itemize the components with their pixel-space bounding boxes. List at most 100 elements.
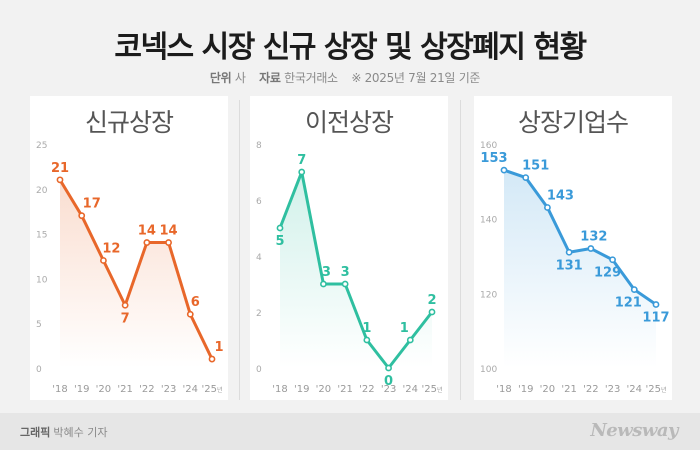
chart-svg: 0 2 4 6 8 5 7 3 3 1 0 1 2 '18 '19 '20 '21 '22 '23 '24'25년: [256, 141, 443, 395]
area-fill: [504, 170, 656, 368]
data-point: [165, 239, 172, 246]
data-label: 6: [191, 295, 200, 310]
y-tick-label: 10: [36, 275, 48, 285]
x-tick-label: '25년: [201, 384, 222, 395]
year-suffix: 년: [217, 386, 223, 394]
x-tick-label: '22: [139, 384, 154, 395]
data-label: 3: [322, 265, 331, 280]
page-title: 코넥스 시장 신규 상장 및 상장폐지 현황: [114, 30, 587, 65]
series-line: [278, 170, 434, 370]
data-point: [341, 280, 349, 288]
chart-panel-new-listings: 신규상장 0 5 10 15 20 25 21 17 12 7 14 14 6 1 '18 '19 '20 '21…: [30, 96, 228, 400]
y-tick-label: 20: [36, 186, 48, 196]
data-label: 14: [160, 224, 178, 239]
data-point: [276, 224, 284, 232]
data-point: [428, 308, 436, 316]
x-tick-label: '19: [74, 384, 89, 395]
data-point: [208, 355, 216, 363]
y-tick-label: 0: [36, 365, 42, 375]
y-tick-label: 5: [36, 320, 42, 330]
x-tick-label: '20: [540, 384, 555, 395]
unit-label: 단위: [209, 71, 232, 85]
source-info: 자료 한국거래소: [259, 71, 338, 85]
year-suffix: 년: [437, 386, 443, 394]
x-tick-label: '19: [294, 384, 309, 395]
y-tick-label: 25: [36, 141, 47, 151]
data-label: 5: [275, 234, 284, 249]
date-note: ※ 2025년 7월 21일 기준: [351, 71, 481, 85]
data-label: 1: [362, 321, 371, 336]
data-point: [565, 248, 573, 256]
x-tick-label: '23: [605, 384, 620, 395]
x-tick-label: '24: [627, 384, 642, 395]
meta-line: 단위 사 자료 한국거래소 ※ 2025년 7월 21일 기준: [0, 69, 700, 86]
graphic-credit: 그래픽 박혜수 기자: [20, 424, 107, 440]
x-tick-label: '21: [117, 384, 132, 395]
data-point: [500, 166, 508, 174]
y-tick-label: 140: [480, 216, 497, 226]
data-label: 1: [400, 321, 409, 336]
y-tick-label: 100: [480, 365, 497, 375]
x-tick-label: '24: [403, 384, 418, 395]
y-tick-label: 15: [36, 231, 47, 241]
series-line: [503, 168, 657, 306]
data-label: 117: [642, 311, 669, 326]
data-point: [522, 174, 530, 181]
panel-divider: [239, 100, 240, 400]
unit-info: 단위 사: [210, 71, 246, 85]
data-point: [609, 256, 616, 264]
x-tick-label: '20: [316, 384, 331, 395]
data-label: 0: [384, 374, 393, 389]
data-label: 1: [214, 340, 223, 355]
credit-value: 박혜수 기자: [53, 426, 108, 439]
panel-divider: [460, 100, 461, 400]
y-tick-label: 6: [256, 197, 262, 207]
data-label: 132: [580, 230, 607, 245]
data-point: [121, 301, 129, 309]
data-label: 121: [615, 296, 642, 311]
data-point: [298, 168, 306, 176]
data-label: 14: [138, 224, 156, 239]
x-tick-label: '18: [52, 384, 67, 395]
area-fill: [280, 172, 432, 368]
data-point: [78, 212, 86, 220]
y-tick-label: 0: [256, 365, 262, 375]
newsway-logo: Newsway: [590, 420, 678, 441]
data-point: [652, 301, 660, 308]
data-point: [186, 310, 194, 318]
x-tick-label: '18: [496, 384, 511, 395]
data-point: [630, 286, 638, 293]
chart-svg: 0 5 10 15 20 25 21 17 12 7 14 14 6 1 '18 '19 '20 '21 '22 '2…: [36, 141, 224, 395]
chart-title: 이전상장: [304, 108, 394, 137]
data-label: 3: [341, 265, 350, 280]
data-label: 153: [480, 151, 507, 166]
x-tick-label: '20: [96, 384, 111, 395]
unit-value: 사: [234, 71, 246, 85]
data-point: [320, 280, 327, 288]
credit-label: 그래픽: [20, 426, 51, 439]
x-tick-label: '18: [272, 384, 287, 395]
y-tick-label: 4: [256, 253, 262, 263]
data-label: 131: [556, 258, 583, 273]
data-label: 7: [121, 311, 130, 326]
x-tick-label: '25년: [645, 384, 666, 395]
x-tick-label: '25년: [421, 384, 442, 395]
data-label: 129: [594, 266, 621, 281]
data-point: [100, 257, 107, 264]
x-tick-label: '23: [161, 384, 176, 395]
data-label: 2: [427, 293, 436, 308]
x-tick-label: '22: [583, 384, 598, 395]
x-tick-label: '22: [359, 384, 374, 395]
footer: 그래픽 박혜수 기자 Newsway: [0, 413, 700, 450]
data-point: [143, 239, 151, 246]
data-label: 151: [522, 159, 549, 174]
x-tick-label: '21: [337, 384, 352, 395]
chart-panel-transfer-listings: 이전상장 0 2 4 6 8 5 7 3 3 1 0 1 2 '18 '19 '20 '21 '22 '23 '24 '…: [250, 96, 448, 400]
y-tick-label: 2: [256, 309, 262, 319]
data-point: [363, 336, 371, 344]
y-tick-label: 8: [256, 141, 262, 151]
data-label: 21: [51, 161, 69, 176]
source-label: 자료: [259, 71, 281, 85]
chart-title: 상장기업수: [517, 108, 629, 137]
y-tick-label: 120: [480, 290, 497, 300]
